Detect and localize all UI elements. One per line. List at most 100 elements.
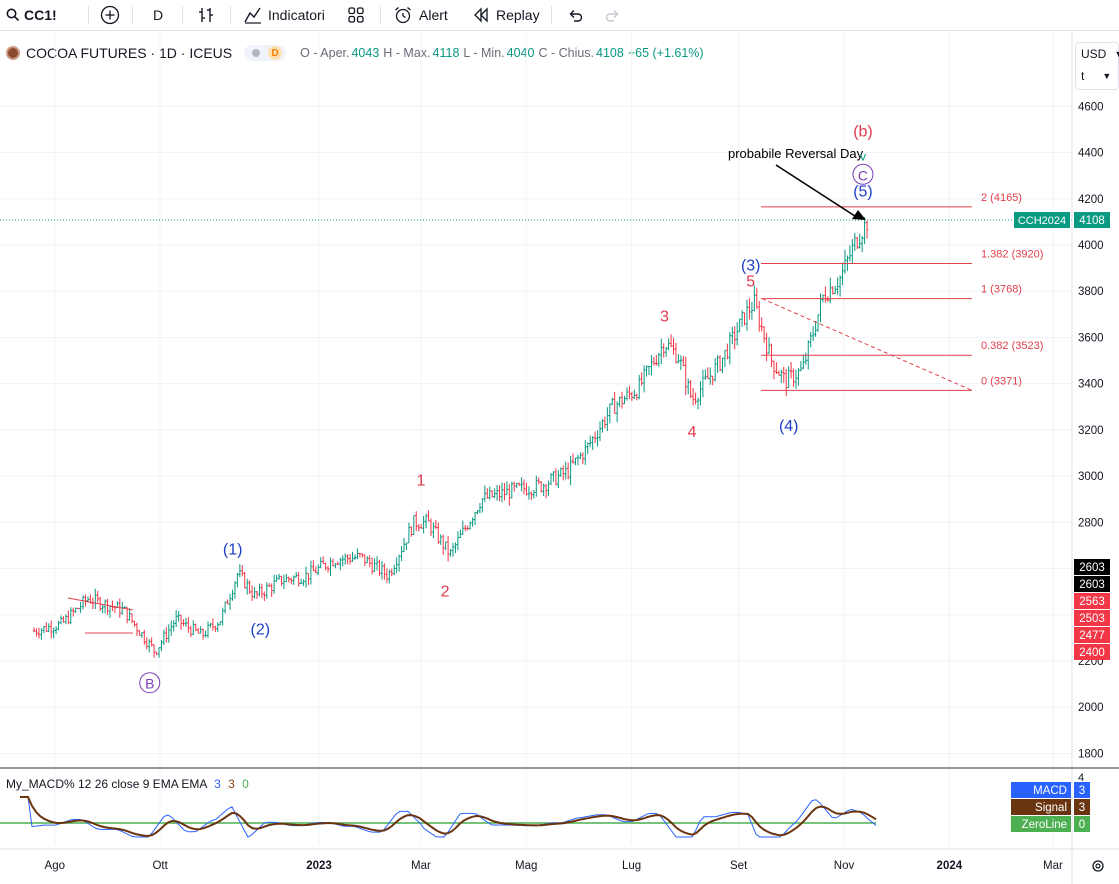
- time-tick-label: Mar: [1043, 860, 1063, 872]
- currency-value[interactable]: USD ▼: [1076, 43, 1119, 65]
- ohlc-bar: [407, 522, 411, 544]
- ohlc-bar: [745, 299, 749, 331]
- ohlc-bar: [464, 524, 467, 532]
- symbol-price-badge-label: CCH2024: [1018, 215, 1066, 227]
- ohlc-bar: [503, 482, 506, 501]
- ohlc-bar: [326, 566, 330, 573]
- ohlc-bar: [794, 369, 798, 389]
- ohlc-bar: [429, 518, 433, 536]
- indicators-label: Indicatori: [268, 7, 325, 23]
- ohlc-bar: [660, 338, 663, 365]
- ohlc-bar: [701, 369, 705, 398]
- ohlc-bar: [490, 490, 494, 498]
- ohlc-bar: [446, 535, 450, 562]
- ohlc-bar: [574, 457, 577, 466]
- ohlc-bar: [667, 338, 670, 351]
- ohlc-bar: [91, 597, 95, 610]
- ohlc-bar: [52, 627, 55, 639]
- ohlc-bar: [319, 557, 322, 569]
- wave-label: 1: [416, 472, 425, 489]
- ohlc-bar: [682, 356, 685, 367]
- low-value: 4040: [506, 46, 535, 60]
- add-symbol-button[interactable]: [100, 0, 120, 30]
- ohlc-bar: [843, 249, 847, 274]
- wave-circle: [139, 672, 161, 694]
- ohlc-bar: [152, 644, 156, 658]
- ohlc-bar: [515, 482, 518, 488]
- series-title: COCOA FUTURES · 1D · ICEUS: [26, 45, 233, 61]
- ohlc-bar: [596, 430, 599, 447]
- replay-button[interactable]: Replay: [472, 0, 540, 30]
- indicators-button[interactable]: Indicatori: [243, 0, 325, 30]
- axes: 1800200022002400260028003000320034003600…: [0, 32, 1119, 884]
- settings-gear-icon: [1092, 860, 1104, 872]
- ohlc-bar: [199, 626, 202, 634]
- ohlc-bar: [527, 486, 531, 500]
- ohlc-bar: [189, 625, 193, 638]
- ohlc-bar: [628, 385, 631, 400]
- symbol-search[interactable]: CC1!: [6, 0, 57, 30]
- ohlc-bar: [466, 525, 469, 531]
- ohlc-bar: [260, 583, 264, 599]
- macd-badge-label-bg: [1011, 799, 1071, 815]
- ohlc-bar: [427, 510, 430, 522]
- ohlc-bar: [799, 361, 803, 372]
- ohlc-bar: [314, 566, 317, 574]
- ohlc-bar: [270, 583, 273, 597]
- ohlc-bar: [780, 369, 783, 383]
- ohlc-bar: [593, 431, 597, 443]
- market-status-badge[interactable]: D: [244, 45, 287, 61]
- templates-button[interactable]: [347, 0, 365, 30]
- ohlc-bar: [42, 626, 46, 634]
- price-tick-label: 2200: [1078, 656, 1104, 668]
- ohlc-bar: [829, 277, 832, 304]
- ohlc-bar: [165, 627, 168, 643]
- chart-type-button[interactable]: [196, 0, 216, 30]
- ohlc-bar: [728, 332, 732, 365]
- undo-button[interactable]: [566, 0, 584, 30]
- time-tick-label: Nov: [834, 860, 855, 872]
- ohlc-bar: [441, 534, 445, 555]
- series-legend: COCOA FUTURES · 1D · ICEUS D O - Aper. 4…: [6, 42, 704, 64]
- ohlc-bar: [292, 575, 295, 585]
- ohlc-bar: [192, 620, 195, 636]
- ohlc-bar: [214, 625, 217, 632]
- currency-selector[interactable]: USD ▼ t ▼: [1075, 42, 1119, 90]
- ohlc-bar: [388, 569, 391, 584]
- ohlc-bar: [228, 593, 232, 610]
- ohlc-bar: [618, 396, 621, 407]
- ohlc-bar: [535, 475, 538, 497]
- ohlc-bar: [809, 331, 812, 348]
- ohlc-bar: [444, 541, 447, 551]
- ohlc-bar: [807, 340, 810, 370]
- ohlc-bar: [412, 515, 415, 536]
- time-tick-label: Set: [730, 860, 748, 872]
- ohlc-bar: [201, 628, 205, 640]
- price-marker-label: 2603: [1079, 579, 1105, 591]
- ohlc-bar: [280, 575, 283, 586]
- ohlc-bar: [481, 498, 484, 513]
- ohlc-bar: [160, 639, 163, 652]
- ohlc-bar: [378, 559, 381, 577]
- ohlc-bar: [762, 326, 766, 343]
- ohlc-bar: [358, 552, 362, 558]
- unit-value[interactable]: t ▼: [1076, 65, 1118, 87]
- macd-badge-value-bg: [1074, 782, 1090, 798]
- interval-button[interactable]: D: [153, 0, 163, 30]
- redo-icon: [605, 10, 619, 22]
- ohlc-bar: [108, 605, 112, 618]
- macd-badge-value-bg: [1074, 816, 1090, 832]
- ohlc-bar: [182, 619, 185, 627]
- ohlc-bar: [294, 571, 298, 578]
- price-tick-label: 4400: [1078, 148, 1104, 160]
- macd-legend: My_MACD% 12 26 close 9 EMA EMA 3 3 0: [6, 777, 249, 791]
- ohlc-bar: [613, 392, 616, 414]
- ohlc-bar: [478, 502, 482, 514]
- alert-button[interactable]: Alert: [393, 0, 448, 30]
- ohlc-bar: [449, 549, 452, 557]
- ohlc-bar: [846, 255, 849, 271]
- redo-button[interactable]: [604, 0, 622, 30]
- ohlc-bar: [96, 590, 99, 603]
- ohlc-bar: [797, 368, 800, 386]
